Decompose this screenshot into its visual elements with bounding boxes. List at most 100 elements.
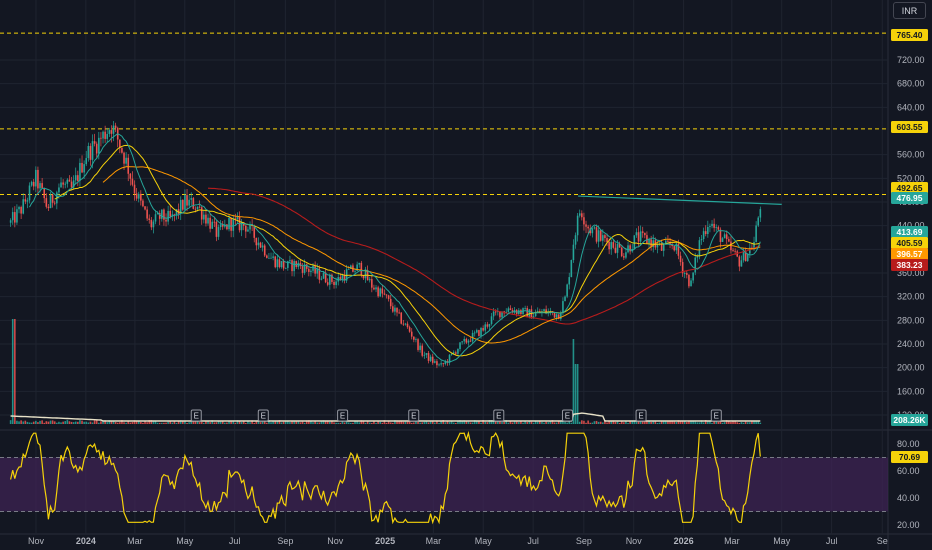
candle-body [671, 244, 673, 247]
volume-bar [93, 420, 96, 424]
candle-body [509, 308, 512, 311]
earnings-marker-label[interactable]: E [194, 412, 199, 421]
volume-bar [604, 420, 606, 424]
time-axis-label: Mar [127, 536, 143, 546]
volume-bar [688, 420, 690, 424]
volume-bar [22, 421, 25, 424]
volume-bar [371, 422, 373, 424]
earnings-marker[interactable]: E [337, 409, 349, 422]
volume-bar [127, 421, 130, 424]
earnings-marker-label[interactable]: E [714, 412, 719, 421]
volume-bar [341, 420, 344, 424]
volume-bar [255, 421, 258, 424]
earnings-marker-label[interactable]: E [261, 412, 266, 421]
candle-body [247, 229, 249, 232]
volume-bar [467, 421, 470, 424]
price-label-badge-bg [891, 237, 928, 249]
candle-body [606, 238, 608, 242]
volume-bar [730, 421, 732, 424]
earnings-marker-label[interactable]: E [565, 412, 570, 421]
earnings-marker-box[interactable] [493, 409, 505, 422]
volume-bar [725, 420, 728, 424]
earnings-marker[interactable]: E [190, 409, 202, 422]
volume-bar [301, 421, 304, 424]
volume-bar [150, 420, 153, 424]
volume-bar [488, 420, 491, 424]
candle-body [604, 235, 606, 239]
candle-body [339, 277, 342, 281]
volume-bar [450, 420, 453, 424]
volume-bar [83, 421, 85, 424]
earnings-marker[interactable]: E [408, 409, 420, 422]
candle-body [753, 241, 755, 250]
earnings-marker[interactable]: E [635, 409, 647, 422]
candle-body [152, 221, 155, 228]
volume-bar [530, 421, 533, 424]
candle-body [448, 354, 451, 363]
candle-body [62, 182, 64, 185]
candle-body [106, 133, 109, 139]
earnings-marker[interactable]: E [257, 409, 269, 422]
earnings-marker[interactable]: E [561, 409, 573, 422]
earnings-marker-label[interactable]: E [496, 412, 501, 421]
candle-body [410, 331, 413, 337]
candle-body [150, 219, 153, 228]
candle-body [591, 228, 594, 234]
candle-body [209, 217, 211, 229]
earnings-marker-box[interactable] [561, 409, 573, 422]
volume-bar [383, 420, 386, 424]
candle-body [757, 217, 760, 226]
candle-body [625, 252, 627, 258]
earnings-marker-box[interactable] [257, 409, 269, 422]
currency-selector[interactable]: INR [893, 2, 926, 19]
candle-body [417, 339, 419, 350]
earnings-marker-box[interactable] [710, 409, 722, 422]
volume-bar [74, 421, 77, 424]
earnings-marker[interactable]: E [710, 409, 722, 422]
earnings-marker-label[interactable]: E [638, 412, 643, 421]
volume-bar [505, 420, 508, 424]
candle-body [704, 231, 707, 235]
candle-body [587, 226, 589, 229]
candle-body [303, 264, 306, 273]
earnings-marker-label[interactable]: E [340, 412, 345, 421]
volume-bar [608, 420, 610, 424]
volume-bar [534, 421, 537, 424]
volume-bar [738, 422, 741, 424]
candle-body [396, 307, 398, 313]
earnings-marker-box[interactable] [337, 409, 349, 422]
candle-body [702, 231, 705, 240]
volume-bar [677, 420, 680, 424]
candle-body [182, 199, 184, 210]
candle-body [400, 312, 403, 324]
candle-body [562, 301, 564, 314]
volume-bar [667, 420, 669, 424]
ma-slow-line [102, 166, 761, 344]
volume-bar [503, 422, 505, 424]
volume-bar [463, 420, 466, 424]
volume-bar [106, 422, 109, 424]
volume-bar [606, 422, 608, 424]
candle-body [610, 242, 613, 250]
earnings-marker-box[interactable] [408, 409, 420, 422]
earnings-marker-box[interactable] [190, 409, 202, 422]
volume-bar [70, 421, 73, 424]
volume-bar [717, 421, 720, 424]
candle-body [110, 130, 113, 134]
candle-body [597, 230, 600, 242]
candle-body [91, 141, 94, 160]
earnings-marker[interactable]: E [493, 409, 505, 422]
candle-body [570, 260, 573, 278]
candle-body [734, 250, 736, 252]
volume-bar [219, 421, 222, 424]
volume-bar [675, 421, 678, 424]
time-axis-label: 2024 [76, 536, 96, 546]
volume-bar [568, 420, 571, 424]
volume-bar [358, 422, 361, 424]
earnings-marker-box[interactable] [635, 409, 647, 422]
candle-body [333, 281, 335, 285]
earnings-marker-label[interactable]: E [411, 412, 416, 421]
price-label-badge: 476.95 [891, 192, 928, 204]
